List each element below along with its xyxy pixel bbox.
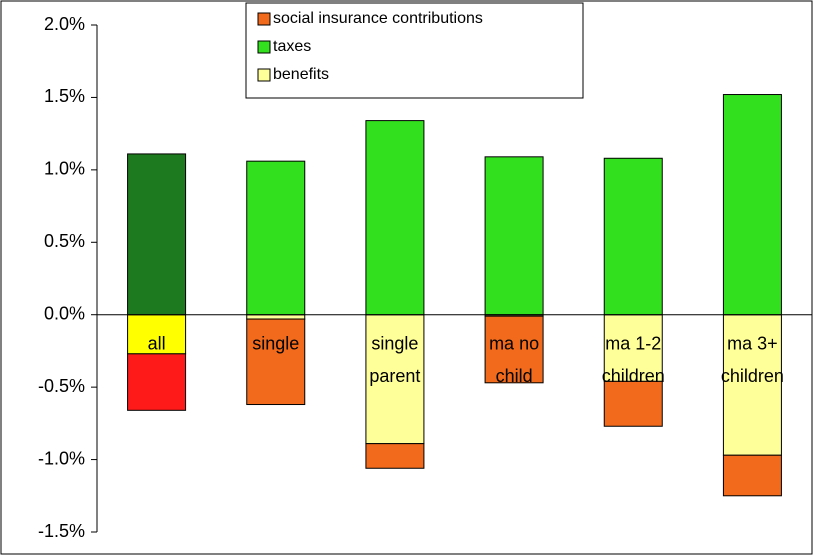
bar-segment: [603, 157, 663, 316]
y-tick-label: -1.0%: [38, 448, 85, 468]
bar-segment: [484, 156, 544, 316]
y-tick-label: -1.5%: [38, 521, 85, 541]
legend: social insurance contributions taxes benef…: [245, 2, 584, 99]
bar-segment: [246, 314, 306, 320]
y-tick-label: 1.0%: [44, 159, 85, 179]
bar-segment: [246, 160, 306, 316]
legend-label: taxes: [273, 38, 311, 55]
y-tick-label: 0.0%: [44, 303, 85, 323]
bar-segment: [365, 120, 425, 316]
bar-segment: [484, 315, 544, 384]
bar-segment: [246, 318, 306, 406]
bar-segment: [603, 380, 663, 427]
legend-swatch: [257, 68, 271, 82]
y-tick-label: -0.5%: [38, 376, 85, 396]
category-label: ma 3+ children: [721, 333, 784, 385]
bar-segment: [603, 314, 663, 382]
y-tick-label: 0.5%: [44, 231, 85, 251]
bar-segment: [127, 153, 187, 316]
category-label: single: [252, 333, 299, 353]
category-label: all: [148, 333, 166, 353]
bar-segment: [722, 94, 782, 316]
category-label: ma 1-2 children: [602, 333, 665, 385]
legend-label: social insurance contributions: [273, 10, 483, 27]
y-tick-label: 1.5%: [44, 86, 85, 106]
legend-label: benefits: [273, 66, 329, 83]
bar-segment: [365, 443, 425, 469]
bar-segment: [127, 353, 187, 411]
category-label: single parent: [369, 333, 420, 385]
legend-swatch: [257, 40, 271, 54]
bar-segment: [722, 454, 782, 497]
y-tick-label: 2.0%: [44, 14, 85, 34]
legend-swatch: [257, 12, 271, 26]
legend-box: [245, 2, 584, 99]
category-label: ma no child: [489, 333, 539, 385]
